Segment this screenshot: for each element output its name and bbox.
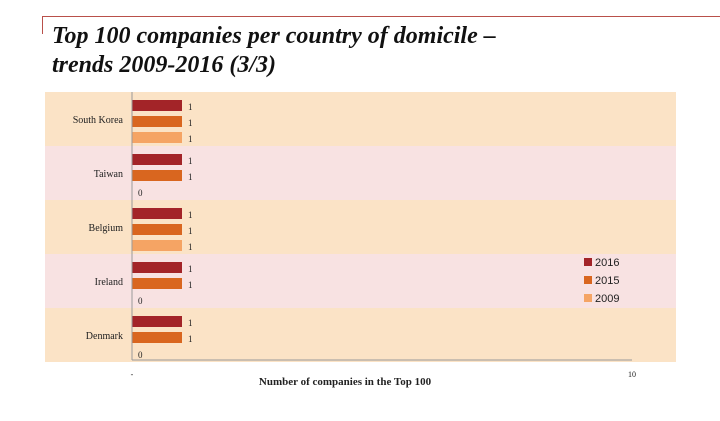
legend-label-2016: 2016	[595, 257, 619, 269]
data-label-denmark-2016: 1	[188, 318, 193, 328]
data-label-ireland-2009: 0	[138, 296, 143, 306]
legend-swatch-2016	[584, 258, 592, 266]
axes: -10	[131, 92, 636, 379]
category-label-south-korea: South Korea	[73, 115, 124, 126]
data-label-taiwan-2015: 1	[188, 172, 193, 182]
legend-swatch-2009	[584, 294, 592, 302]
category-label-denmark: Denmark	[86, 331, 123, 342]
data-label-south-korea-2015: 1	[188, 118, 193, 128]
legend-swatch-2015	[584, 276, 592, 284]
data-label-taiwan-2016: 1	[188, 156, 193, 166]
bar-denmark-2016	[132, 316, 182, 327]
bars: 1 1 1 1 1 0 1 1 1 1 1 0 1 1 0	[132, 100, 193, 360]
bar-ireland-2015	[132, 278, 182, 289]
bar-south-korea-2016	[132, 100, 182, 111]
bar-belgium-2009	[132, 240, 182, 251]
bar-belgium-2016	[132, 208, 182, 219]
data-label-belgium-2016: 1	[188, 210, 193, 220]
category-label-belgium: Belgium	[89, 223, 124, 234]
data-label-south-korea-2009: 1	[188, 134, 193, 144]
x-tick-label-min: -	[131, 370, 134, 379]
header-rule-corner	[42, 16, 43, 34]
legend-label-2009: 2009	[595, 293, 619, 305]
slide-title-line-1: Top 100 companies per country of domicil…	[52, 23, 496, 49]
data-label-ireland-2016: 1	[188, 264, 193, 274]
legend-label-2015: 2015	[595, 275, 619, 287]
data-label-denmark-2009: 0	[138, 350, 143, 360]
bar-ireland-2016	[132, 262, 182, 273]
bar-belgium-2015	[132, 224, 182, 235]
category-label-ireland: Ireland	[95, 277, 123, 288]
legend: 2016 2015 2009	[584, 257, 619, 305]
x-tick-label-max: 10	[628, 370, 636, 379]
data-label-belgium-2015: 1	[188, 226, 193, 236]
slide-title-line-2: trends 2009-2016 (3/3)	[52, 52, 276, 78]
slide-title: Top 100 companies per country of domicil…	[52, 22, 692, 80]
data-label-ireland-2015: 1	[188, 280, 193, 290]
bar-south-korea-2015	[132, 116, 182, 127]
bar-south-korea-2009	[132, 132, 182, 143]
data-label-belgium-2009: 1	[188, 242, 193, 252]
bar-denmark-2015	[132, 332, 182, 343]
data-label-taiwan-2009: 0	[138, 188, 143, 198]
bar-taiwan-2016	[132, 154, 182, 165]
x-axis-label: Number of companies in the Top 100	[259, 376, 432, 388]
category-label-taiwan: Taiwan	[94, 169, 123, 180]
data-label-south-korea-2016: 1	[188, 102, 193, 112]
header-rule	[42, 16, 720, 17]
bar-taiwan-2015	[132, 170, 182, 181]
data-label-denmark-2015: 1	[188, 334, 193, 344]
